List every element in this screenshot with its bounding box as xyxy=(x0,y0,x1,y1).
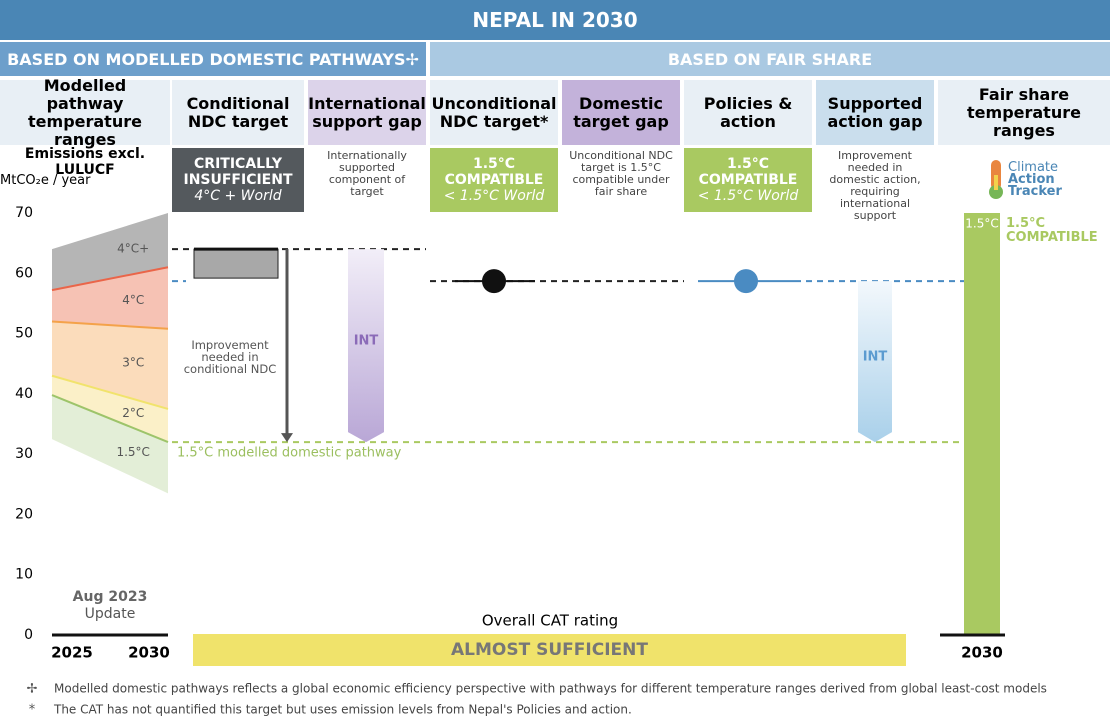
column-header: Unconditional NDC target* xyxy=(430,80,558,145)
section-header: BASED ON MODELLED DOMESTIC PATHWAYS✢ xyxy=(0,42,426,76)
x-tick-label: 2030 xyxy=(128,644,170,662)
y-tick-label: 40 xyxy=(15,386,33,402)
band-label: 4°C+ xyxy=(117,241,149,255)
rating-text: 1.5°C COMPATIBLE xyxy=(698,156,798,188)
footnote-symbol: ✢ xyxy=(27,682,38,697)
axis-unit: MtCO₂e / year xyxy=(0,172,91,188)
fair-share-bar xyxy=(964,213,1000,635)
bar-label: 1.5°C xyxy=(965,217,998,231)
y-tick-label: 60 xyxy=(15,265,33,281)
band-edge xyxy=(51,374,169,410)
rating-text: CRITICALLY INSUFFICIENT xyxy=(183,156,293,188)
y-tick-label: 10 xyxy=(15,567,33,583)
y-tick-label: 70 xyxy=(15,205,33,221)
column-header: Conditional NDC target xyxy=(172,80,304,145)
band-edge xyxy=(51,320,169,330)
y-tick-label: 20 xyxy=(15,506,33,522)
band-label: 4°C xyxy=(122,293,144,307)
band-edge xyxy=(51,266,169,292)
update-date: Aug 2023 xyxy=(73,589,148,605)
target-range xyxy=(193,248,279,279)
note: Internationally supported component of t… xyxy=(327,149,407,198)
y-tick-label: 50 xyxy=(15,326,33,342)
band-label: 1.5°C xyxy=(116,445,149,459)
rating-box: 1.5°C COMPATIBLE < 1.5°C World xyxy=(430,148,558,212)
arrow-head xyxy=(281,433,293,443)
int-arrow xyxy=(858,281,892,443)
column-header: Supported action gap xyxy=(816,80,934,145)
int-label: INT xyxy=(863,350,888,365)
int-label: INT xyxy=(354,334,379,349)
x-tick-label: 2030 xyxy=(961,644,1003,662)
fair-share-rating: 1.5°C COMPATIBLE xyxy=(1006,216,1098,245)
logo-text: Climate xyxy=(1008,160,1059,175)
int-arrow xyxy=(348,249,384,443)
section-header: BASED ON FAIR SHARE xyxy=(430,42,1110,76)
update-text: Update xyxy=(85,606,136,622)
column-header: Fair share temperature ranges xyxy=(938,80,1110,145)
footnote-symbol: * xyxy=(29,703,36,718)
logo: Climate Action Tracker xyxy=(1008,160,1088,200)
band-label: 2°C xyxy=(122,406,144,420)
band-label: 3°C xyxy=(122,355,144,369)
note: Improvement needed in conditional NDC xyxy=(183,338,277,376)
y-tick-label: 0 xyxy=(24,627,33,643)
column-header: Modelled pathway temperature ranges xyxy=(0,76,170,148)
column-header: Domestic target gap xyxy=(562,80,680,145)
policies-marker xyxy=(734,269,758,294)
rating-box: CRITICALLY INSUFFICIENT 4°C + World xyxy=(172,148,304,212)
footnote: Modelled domestic pathways reflects a gl… xyxy=(54,682,1047,696)
overall-title: Overall CAT rating xyxy=(482,612,618,630)
band-edge xyxy=(51,394,169,444)
band xyxy=(52,267,168,329)
band xyxy=(52,321,168,409)
note: Unconditional NDC target is 1.5°C compat… xyxy=(569,149,673,198)
rating-text: 1.5°C COMPATIBLE xyxy=(444,156,544,188)
column-header: Policies & action xyxy=(684,80,812,145)
logo-text: Tracker xyxy=(1008,184,1062,199)
band xyxy=(52,375,168,443)
column-header: International support gap xyxy=(308,80,426,145)
logo-icon xyxy=(989,160,1003,199)
y-tick-label: 30 xyxy=(15,446,33,462)
target-marker xyxy=(482,269,506,294)
band xyxy=(52,395,168,494)
axis-label: Emissions excl. LULUCF xyxy=(24,146,146,178)
title: NEPAL IN 2030 xyxy=(0,0,1110,40)
band xyxy=(52,213,168,291)
footnote: The CAT has not quantified this target b… xyxy=(53,703,632,717)
pathway-label: 1.5°C modelled domestic pathway xyxy=(177,446,402,461)
overall-rating: ALMOST SUFFICIENT xyxy=(193,634,906,666)
note: Improvement needed in domestic action, r… xyxy=(829,149,921,222)
logo-text: Action xyxy=(1008,172,1055,187)
rating-box: 1.5°C COMPATIBLE < 1.5°C World xyxy=(684,148,812,212)
rating-text: 4°C + World xyxy=(194,188,282,204)
x-tick-label: 2025 xyxy=(51,644,93,662)
rating-text: < 1.5°C World xyxy=(697,188,799,204)
rating-text: < 1.5°C World xyxy=(443,188,545,204)
